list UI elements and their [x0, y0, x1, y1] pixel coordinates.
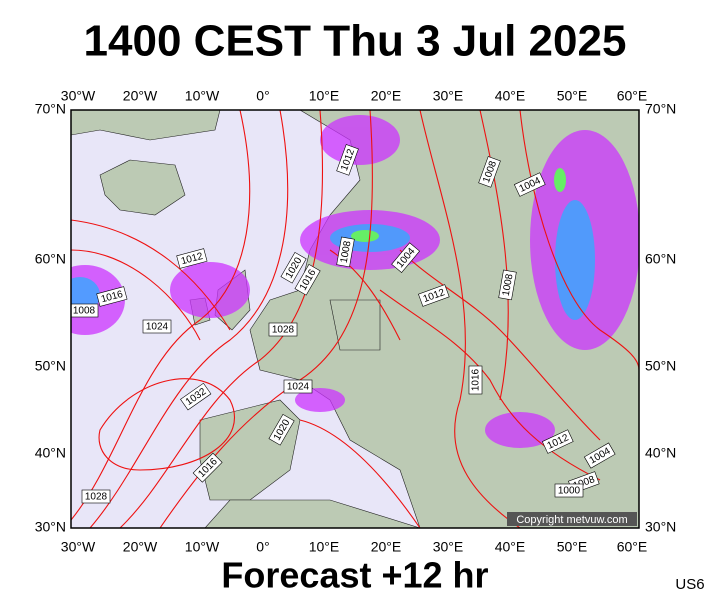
- contour-label-box: [391, 242, 421, 274]
- lon-label: 50°E: [557, 88, 588, 104]
- contour-label: 1008: [73, 306, 96, 317]
- contour-label-box: [280, 251, 307, 284]
- lon-label: 10°W: [185, 88, 220, 104]
- contour-label: 1016: [471, 368, 482, 391]
- lon-label: 30°W: [61, 539, 96, 555]
- contour-label-box: [513, 172, 546, 197]
- lon-label: 40°E: [495, 88, 526, 104]
- contour-label: 1000: [558, 486, 581, 497]
- contour-label-group: 1028: [81, 489, 111, 504]
- lon-label: 0°: [256, 539, 269, 555]
- contour-label: 1008: [339, 240, 354, 264]
- contour-label-box: [468, 365, 483, 395]
- contour-label-box: [268, 322, 298, 337]
- map-frame: [70, 109, 640, 529]
- lon-label: 30°E: [433, 539, 464, 555]
- contour-label-box: [96, 286, 128, 307]
- lon-label: 0°: [256, 88, 269, 104]
- title: 1400 CEST Thu 3 Jul 2025: [84, 17, 627, 66]
- contour-label-box: [294, 263, 321, 296]
- contour-label-box: [478, 156, 501, 188]
- contour-label: 1028: [85, 492, 108, 503]
- forecast-label: Forecast +12 hr: [221, 555, 488, 596]
- contour-label-group: 1028: [268, 322, 298, 337]
- contour-label: 1028: [272, 325, 295, 336]
- lat-label: 50°N: [35, 358, 66, 374]
- contour-label-group: 1008: [71, 303, 99, 318]
- contour-label-group: 1024: [283, 379, 313, 394]
- contour-label-box: [554, 483, 584, 498]
- lon-label: 20°E: [371, 88, 402, 104]
- lon-label: 20°W: [123, 539, 158, 555]
- lon-label: 10°W: [185, 539, 220, 555]
- contour-label-group: 1016: [96, 286, 128, 307]
- lon-label: 20°W: [123, 88, 158, 104]
- contour-label-group: 1012: [176, 248, 208, 269]
- lon-label: 10°E: [309, 88, 340, 104]
- lon-label: 30°W: [61, 88, 96, 104]
- lat-label: 50°N: [645, 358, 676, 374]
- lon-label: 40°E: [495, 539, 526, 555]
- contour-label: 1024: [287, 382, 310, 393]
- contour-label-box: [498, 269, 517, 301]
- copyright-box: [507, 512, 637, 526]
- contour-label-box: [418, 284, 450, 307]
- lat-label: 70°N: [645, 101, 676, 117]
- contour-label-box: [268, 413, 295, 446]
- lon-label: 60°E: [617, 88, 648, 104]
- contour-label: 1024: [146, 322, 169, 333]
- contour-label-box: [81, 489, 111, 504]
- lat-label: 30°N: [645, 519, 676, 535]
- contour-label-group: 1016: [468, 365, 483, 395]
- lat-label: 60°N: [35, 251, 66, 267]
- contour-label-group: 1008: [336, 236, 355, 268]
- contour-label-box: [336, 236, 355, 268]
- lat-label: 30°N: [35, 519, 66, 535]
- contour-label-group: 1008: [498, 269, 517, 301]
- lat-label: 40°N: [645, 445, 676, 461]
- contour-label-box: [283, 379, 313, 394]
- contour-label-box: [192, 452, 223, 483]
- lon-label: 20°E: [371, 539, 402, 555]
- contour-label-box: [541, 429, 574, 454]
- contour-label-group: 1024: [142, 319, 172, 334]
- contour-label: 1008: [501, 273, 516, 297]
- lon-label: 60°E: [617, 539, 648, 555]
- copyright: Copyright metvuw.com: [516, 514, 627, 526]
- contour-label-box: [71, 303, 99, 318]
- contour-label-box: [176, 248, 208, 269]
- lon-label: 10°E: [309, 539, 340, 555]
- model-code: US6: [675, 576, 704, 593]
- contour-label-box: [336, 144, 359, 176]
- lon-label: 30°E: [433, 88, 464, 104]
- contour-label-box: [180, 382, 212, 411]
- lat-label: 40°N: [35, 445, 66, 461]
- lat-label: 70°N: [35, 101, 66, 117]
- contour-label-box: [583, 442, 616, 469]
- contour-label-group: 1000: [554, 483, 584, 498]
- lat-label: 60°N: [645, 251, 676, 267]
- contour-label-box: [142, 319, 172, 334]
- lon-label: 50°E: [557, 539, 588, 555]
